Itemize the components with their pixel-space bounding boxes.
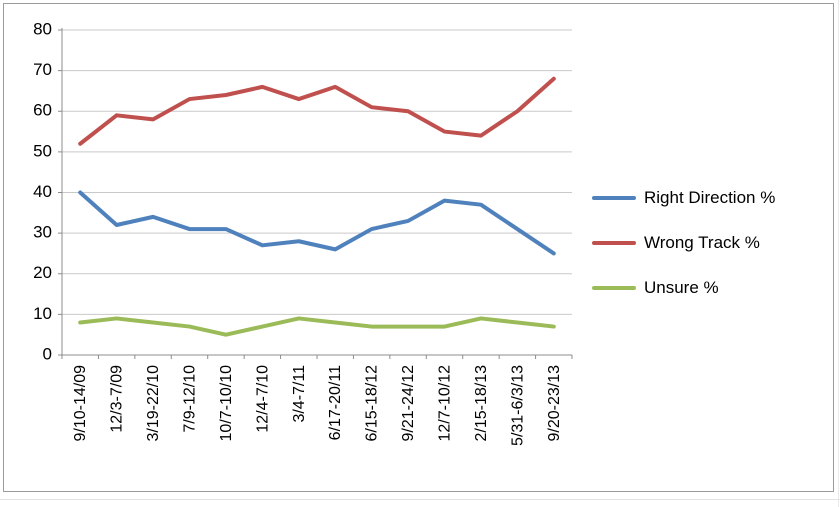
x-axis-label-13: 9/20-23/13 — [546, 365, 563, 442]
legend-label-wrong-track: Wrong Track % — [644, 233, 760, 252]
y-axis-label-70: 70 — [33, 60, 52, 79]
x-axis-label-0: 9/10-14/09 — [72, 365, 89, 442]
legend-line-swatch-right-direction — [592, 196, 636, 200]
x-axis-label-1: 12/3-7/09 — [109, 365, 126, 433]
series-line-right-direction[interactable] — [78, 190, 556, 256]
y-axis-label-80: 80 — [33, 19, 52, 38]
x-axis-label-4: 10/7-10/10 — [218, 365, 235, 442]
x-axis-label-8: 6/15-18/12 — [364, 365, 381, 442]
legend-line-swatch-wrong-track — [592, 241, 636, 245]
x-axis-label-10: 12/7-10/12 — [437, 365, 454, 442]
legend-item-right-direction[interactable]: Right Direction % — [592, 188, 775, 208]
x-axis-label-9: 9/21-24/12 — [400, 365, 417, 442]
x-axis-label-5: 12/4-7/10 — [254, 365, 271, 433]
x-axis-label-11: 2/15-18/13 — [473, 365, 490, 442]
spreadsheet-gridline-vertical — [838, 0, 839, 507]
y-axis-label-40: 40 — [33, 182, 52, 201]
y-axis-label-60: 60 — [33, 101, 52, 120]
x-axis-label-12: 5/31-6/3/13 — [509, 365, 526, 446]
series-line-unsure[interactable] — [78, 316, 556, 337]
legend-label-unsure: Unsure % — [644, 278, 719, 297]
legend-item-wrong-track[interactable]: Wrong Track % — [592, 233, 775, 253]
y-axis-label-50: 50 — [33, 141, 52, 160]
x-axis-label-2: 3/19-22/10 — [145, 365, 162, 442]
x-axis-label-7: 6/17-20/11 — [327, 365, 344, 440]
chart-frame[interactable] — [3, 3, 834, 492]
y-axis-label-10: 10 — [33, 304, 52, 323]
legend-label-right-direction: Right Direction % — [644, 188, 776, 207]
y-axis-label-0: 0 — [43, 344, 52, 363]
legend-item-unsure[interactable]: Unsure % — [592, 278, 775, 298]
spreadsheet-gridline — [0, 499, 840, 500]
y-axis-label-20: 20 — [33, 263, 52, 282]
y-axis-label-30: 30 — [33, 223, 52, 242]
legend: Right Direction % Wrong Track % Unsure % — [592, 188, 775, 298]
series-line-wrong-track[interactable] — [78, 76, 556, 146]
legend-line-swatch-unsure — [592, 286, 636, 290]
x-axis-label-3: 7/9-12/10 — [182, 365, 199, 433]
x-axis-label-6: 3/4-7/11 — [291, 365, 308, 423]
